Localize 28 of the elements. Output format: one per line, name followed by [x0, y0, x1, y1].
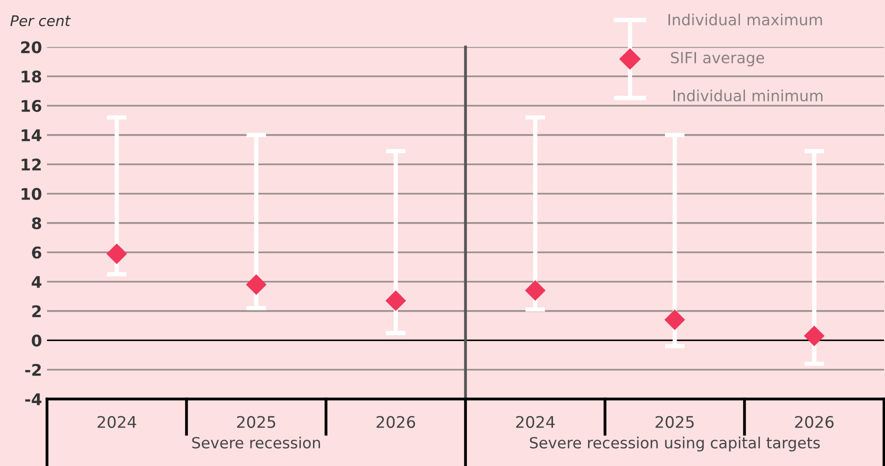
x-tick-label: 2025 — [237, 416, 276, 428]
y-tick-label: 12 — [22, 158, 41, 170]
y-tick-label: 8 — [32, 217, 42, 230]
y-tick-label: 20 — [21, 41, 42, 54]
x-tick-label: 2024 — [98, 416, 136, 428]
y-tick-label: 14 — [22, 129, 42, 142]
y-axis-title: Per cent — [10, 15, 71, 26]
point — [385, 290, 406, 312]
x-tick-label: 2025 — [656, 416, 694, 428]
annotation: Individual minimum — [674, 90, 822, 102]
x-tick-label: 2026 — [376, 416, 416, 428]
y-tick-label: 18 — [22, 70, 42, 83]
y-tick-label: 4 — [32, 276, 42, 288]
y-tick-label: -4 — [25, 393, 42, 406]
y-tick-label: 6 — [32, 246, 42, 259]
text: Individual maximum — [668, 14, 822, 26]
x-tick-label: 2026 — [795, 416, 834, 428]
point — [246, 274, 267, 295]
y-tick-label: -2 — [25, 364, 41, 376]
y-tick-label: 10 — [22, 188, 42, 200]
x-axis-title: Severe recession — [192, 436, 320, 449]
x-axis-title: Severe recession using capital targets — [530, 436, 820, 452]
y-tick-label: 2 — [32, 305, 41, 318]
legend-label: SIFI average — [671, 52, 764, 66]
x-tick-label: 2024 — [516, 416, 555, 428]
point — [106, 244, 128, 264]
y-tick-label: 0 — [32, 334, 42, 347]
y-tick-label: 16 — [22, 100, 42, 112]
